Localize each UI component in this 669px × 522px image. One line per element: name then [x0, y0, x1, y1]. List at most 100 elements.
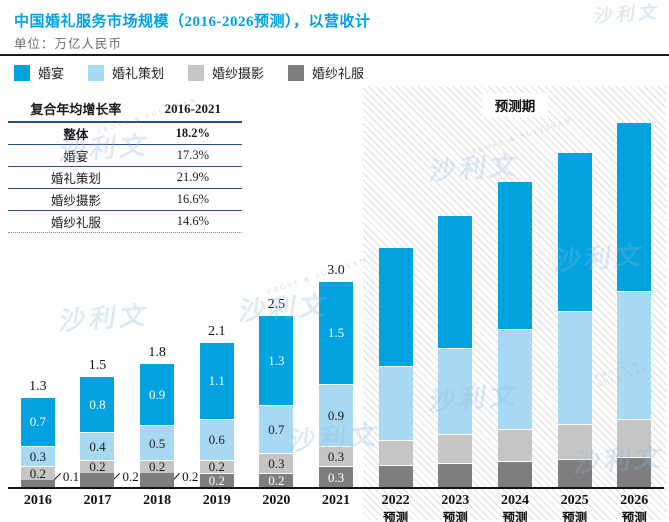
segment-label: 0.6 — [208, 432, 225, 448]
segment-label: 0.5 — [148, 435, 166, 451]
x-axis-line — [8, 487, 664, 489]
segment-label: 0.3 — [268, 456, 285, 472]
table-row: 婚纱礼服 14.6% — [8, 211, 242, 233]
bar-column — [545, 118, 605, 487]
unit-label: 单位：万亿人民币 — [14, 37, 123, 51]
legend-swatch-0 — [14, 64, 30, 81]
bar-column: 2.1 1.1 0.6 0.2 0.2 — [187, 118, 247, 487]
x-tick-label: 2025 预测 — [560, 493, 589, 522]
bar-segment: 0.9 — [140, 363, 175, 426]
legend-label: 婚纱礼服 — [312, 66, 365, 81]
segment-label: 0.2 — [208, 473, 225, 489]
segment-label: 0.7 — [268, 421, 285, 437]
segment-label: 0.3 — [327, 449, 345, 465]
bar-stack — [617, 122, 652, 487]
legend-swatch-3 — [288, 64, 305, 81]
cagr-header-period: 2016-2021 — [164, 100, 222, 116]
bar-column: 1.5 0.8 0.4 0.2 0.2 — [68, 118, 139, 487]
bar-stack — [557, 152, 592, 487]
segment-label: 0.2 — [208, 459, 225, 475]
bar-segment: 1.3 — [259, 315, 294, 405]
bar-segment: 0.2 — [80, 459, 115, 475]
x-tick-label: 2021 — [322, 493, 351, 508]
cagr-header-row: 复合年均增长率 2016-2021 — [8, 96, 242, 123]
bar-segment: 0.2 — [20, 466, 55, 482]
watermark-logo: 沙利文 — [593, 1, 663, 27]
bar-stack: 0.9 0.5 0.2 0.2 — [140, 363, 198, 487]
bar-total-label: 2.1 — [207, 324, 226, 340]
x-tick-label: 2024 预测 — [500, 493, 529, 522]
cagr-header-metric: 复合年均增长率 — [30, 102, 122, 117]
legend-label: 婚宴 — [38, 66, 65, 81]
bar-total-label: 3.0 — [327, 262, 345, 278]
segment-label: 0.2 — [148, 459, 166, 475]
outside-segment-label: 0.2 — [112, 470, 139, 483]
x-tick-label: 2022 预测 — [381, 493, 410, 522]
cagr-table: 复合年均增长率 2016-2021 整体 18.2% 婚宴 17.3% 婚礼策划… — [8, 96, 242, 233]
bar-total-label: 1.3 — [29, 378, 47, 394]
table-row: 婚宴 17.3% — [8, 145, 242, 167]
cagr-row-value: 14.6% — [176, 214, 209, 228]
bar-segment — [617, 291, 652, 419]
table-row: 婚纱摄影 16.6% — [8, 189, 242, 211]
bar-segment — [617, 456, 652, 487]
bar-segment — [557, 152, 592, 311]
bar-segment — [438, 463, 473, 487]
outside-segment-label: 0.1 — [53, 470, 79, 483]
bar-stack: 1.3 0.7 0.3 0.2 — [259, 315, 294, 489]
bar-segment — [140, 473, 175, 487]
x-tick-label: 2018 — [143, 493, 172, 508]
bar-segment: 0.5 — [140, 425, 175, 460]
x-tick-label: 2023 预测 — [441, 493, 470, 522]
bar-segment: 0.9 — [319, 384, 354, 446]
bar-segment: 0.2 — [199, 473, 234, 489]
legend-label: 婚纱摄影 — [212, 66, 265, 81]
cagr-row-label: 婚宴 — [63, 150, 89, 164]
plot-area: 1.3 0.7 0.3 0.2 0.1 1.5 0.8 0.4 0.2 0.2 1.8 0.9 0.5 0… — [8, 118, 664, 487]
segment-label: 0.2 — [29, 466, 46, 482]
segment-label: 0.2 — [268, 473, 285, 489]
bar-stack: 0.8 0.4 0.2 0.2 — [80, 377, 139, 487]
bar-column: 1.8 0.9 0.5 0.2 0.2 — [127, 118, 198, 487]
cagr-row-label: 整体 — [63, 128, 89, 142]
page-title: 中国婚礼服务市场规模（2016-2026预测），以营收计 — [14, 14, 371, 30]
cagr-row-label: 婚礼策划 — [50, 172, 101, 186]
bar-column — [485, 118, 545, 487]
segment-label: 0.9 — [327, 408, 345, 424]
bar-segment: 0.2 — [199, 459, 234, 475]
bar-segment — [497, 182, 532, 330]
bar-segment: 0.2 — [259, 473, 294, 489]
x-tick-label: 2026 预测 — [620, 493, 649, 522]
cagr-row-label: 婚纱摄影 — [50, 194, 101, 208]
segment-label: 0.4 — [89, 438, 106, 454]
legend-item-photography: 婚纱摄影 — [188, 63, 264, 82]
bar-segment — [378, 247, 413, 367]
bar-segment — [378, 366, 413, 440]
bar-segment — [557, 424, 592, 459]
legend-item-planning: 婚礼策划 — [88, 63, 164, 82]
segment-label: 0.3 — [29, 449, 46, 465]
bar-segment: 1.5 — [319, 281, 354, 385]
bar-column — [425, 118, 485, 487]
bar-segment: 0.4 — [80, 432, 115, 460]
bar-segment — [497, 428, 532, 461]
bar-segment: 1.1 — [199, 343, 234, 419]
cagr-row-value: 21.9% — [176, 170, 209, 184]
bar-column: 1.3 0.7 0.3 0.2 0.1 — [8, 118, 79, 487]
bar-segment — [557, 310, 592, 424]
bar-segment — [80, 473, 115, 487]
x-tick-label: 2016 — [23, 493, 52, 508]
bar-segment: 0.3 — [319, 445, 354, 467]
segment-label: 0.7 — [29, 414, 46, 430]
bar-segment — [20, 480, 55, 487]
stacked-bar-chart: 1.3 0.7 0.3 0.2 0.1 1.5 0.8 0.4 0.2 0.2 1.8 0.9 0.5 0… — [8, 118, 664, 522]
bar-segment: 0.8 — [80, 377, 115, 433]
bar-column — [604, 118, 664, 487]
bar-segment — [557, 458, 592, 487]
bar-segment — [617, 418, 652, 457]
bar-segment — [617, 122, 652, 292]
segment-label: 0.9 — [148, 387, 166, 403]
segment-label: 0.2 — [89, 459, 106, 475]
outside-segment-label: 0.2 — [172, 470, 198, 483]
x-tick-label: 2020 — [262, 493, 291, 508]
